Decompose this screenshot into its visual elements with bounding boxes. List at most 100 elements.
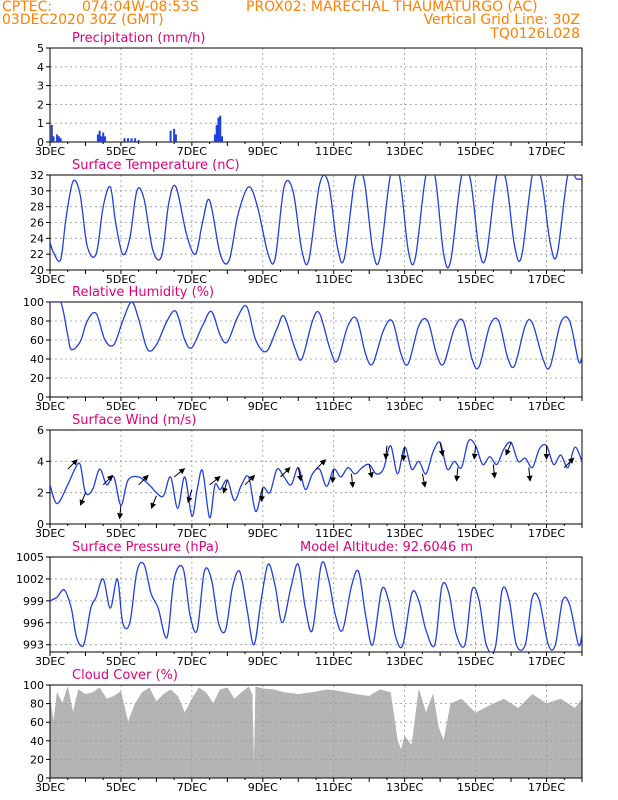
precip-bar xyxy=(221,136,224,142)
precip-bar xyxy=(174,134,177,142)
precip-bar xyxy=(56,134,59,142)
x-tick-label: 13DEC xyxy=(386,655,423,668)
panel-title: Relative Humidity (%) xyxy=(72,285,214,300)
y-tick-label: 4 xyxy=(37,61,44,74)
x-tick-label: 5DEC xyxy=(106,527,136,540)
precip-bar xyxy=(219,115,222,142)
wind-arrow xyxy=(454,467,461,482)
x-tick-label: 3DEC xyxy=(35,400,65,413)
precip-bar xyxy=(173,128,176,142)
header-source: CPTEC: xyxy=(2,0,53,15)
wind-arrow xyxy=(209,475,221,486)
series-line xyxy=(50,561,582,652)
panel-3: 0 2 4 6 3DEC 5DEC 7DEC 9DEC 11DEC 13DEC 15DEC 17DEC xyxy=(35,424,583,540)
y-tick-label: 1005 xyxy=(16,551,44,564)
x-tick-label: 13DEC xyxy=(386,527,423,540)
precip-bar xyxy=(96,134,99,142)
y-tick-label: 80 xyxy=(30,698,44,711)
x-tick-label: 9DEC xyxy=(248,273,278,286)
header-station: PROX02: MARECHAL THAUMATURGO (AC) xyxy=(246,0,538,15)
x-tick-label: 17DEC xyxy=(528,145,565,158)
x-tick-label: 17DEC xyxy=(528,781,565,794)
panel-title: Cloud Cover (%) xyxy=(72,668,178,683)
panel-0: 0 1 2 3 4 5 3DEC 5DEC 7DEC 9DEC 11DEC 13DEC 15DEC 17D… xyxy=(35,42,583,158)
x-tick-label: 5DEC xyxy=(106,655,136,668)
y-tick-label: 32 xyxy=(30,169,44,182)
x-tick-label: 3DEC xyxy=(35,145,65,158)
header-model: TQ0126L028 xyxy=(490,26,580,42)
precip-bar xyxy=(102,132,105,142)
precip-bar xyxy=(217,117,220,142)
precip-bar xyxy=(213,134,216,142)
panel-title: Surface Temperature (nC) xyxy=(72,158,240,173)
panel-1: 20 22 24 26 28 30 32 3DEC 5DEC 7DEC 9DEC 11DEC 13DEC… xyxy=(30,169,583,286)
y-tick-label: 0 xyxy=(37,772,44,785)
panel-5: 0 20 40 60 80 100 3DEC 5DEC 7DEC 9DEC 11DEC 13DEC 15… xyxy=(23,679,583,794)
wind-arrow xyxy=(150,495,157,509)
panel-title: Surface Wind (m/s) xyxy=(72,413,196,428)
y-tick-label: 3 xyxy=(37,80,44,93)
y-tick-label: 5 xyxy=(37,42,44,55)
wind-arrow xyxy=(173,468,186,478)
y-tick-label: 40 xyxy=(30,735,44,748)
x-tick-label: 7DEC xyxy=(177,400,207,413)
x-tick-label: 9DEC xyxy=(248,655,278,668)
precip-bar xyxy=(103,136,106,142)
x-tick-label: 3DEC xyxy=(35,273,65,286)
precip-bar xyxy=(130,138,133,142)
y-tick-label: 2 xyxy=(37,98,44,111)
panel-frame xyxy=(49,47,583,143)
precip-bar xyxy=(127,138,130,142)
wind-arrow xyxy=(400,447,407,462)
y-tick-label: 22 xyxy=(30,248,44,261)
x-tick-label: 3DEC xyxy=(35,655,65,668)
x-tick-label: 17DEC xyxy=(528,655,565,668)
y-tick-label: 60 xyxy=(30,716,44,729)
y-tick-label: 0 xyxy=(37,518,44,531)
x-tick-label: 11DEC xyxy=(315,145,352,158)
x-tick-label: 11DEC xyxy=(315,655,352,668)
wind-arrow xyxy=(329,469,336,484)
wind-arrow xyxy=(438,442,445,457)
y-tick-label: 1 xyxy=(37,117,44,130)
wind-arrow xyxy=(471,445,478,460)
y-tick-label: 6 xyxy=(37,424,44,437)
x-tick-label: 13DEC xyxy=(386,273,423,286)
y-tick-label: 4 xyxy=(37,455,44,468)
precip-bar xyxy=(98,130,101,142)
wind-arrow xyxy=(258,487,265,503)
y-tick-label: 80 xyxy=(30,315,44,328)
wind-arrow xyxy=(349,473,356,488)
x-tick-label: 7DEC xyxy=(177,781,207,794)
x-tick-label: 5DEC xyxy=(106,781,136,794)
precip-bar xyxy=(57,136,60,142)
wind-arrow xyxy=(491,464,498,479)
precip-bar xyxy=(59,138,62,142)
x-tick-label: 15DEC xyxy=(457,527,494,540)
header-date: 03DEC2020 30Z (GMT) xyxy=(2,12,164,28)
x-tick-label: 9DEC xyxy=(248,145,278,158)
y-tick-label: 20 xyxy=(30,372,44,385)
wind-arrow xyxy=(421,473,427,488)
panel-frame xyxy=(49,301,583,398)
x-tick-label: 7DEC xyxy=(177,527,207,540)
x-tick-label: 13DEC xyxy=(386,145,423,158)
y-tick-label: 999 xyxy=(23,595,44,608)
y-tick-label: 996 xyxy=(23,617,44,630)
x-tick-label: 15DEC xyxy=(457,400,494,413)
cloud-area xyxy=(49,685,583,779)
x-tick-label: 17DEC xyxy=(528,400,565,413)
series-line xyxy=(50,302,582,370)
x-tick-label: 11DEC xyxy=(315,781,352,794)
x-tick-label: 11DEC xyxy=(315,400,352,413)
model-altitude-label: Model Altitude: 92.6046 m xyxy=(300,540,473,555)
y-tick-label: 993 xyxy=(23,639,44,652)
wind-arrow xyxy=(222,479,228,494)
x-tick-label: 7DEC xyxy=(177,655,207,668)
precip-bar xyxy=(134,138,137,142)
precip-bar xyxy=(169,130,172,142)
wind-arrow xyxy=(244,474,256,486)
x-tick-label: 15DEC xyxy=(457,273,494,286)
wind-arrow xyxy=(505,442,512,456)
